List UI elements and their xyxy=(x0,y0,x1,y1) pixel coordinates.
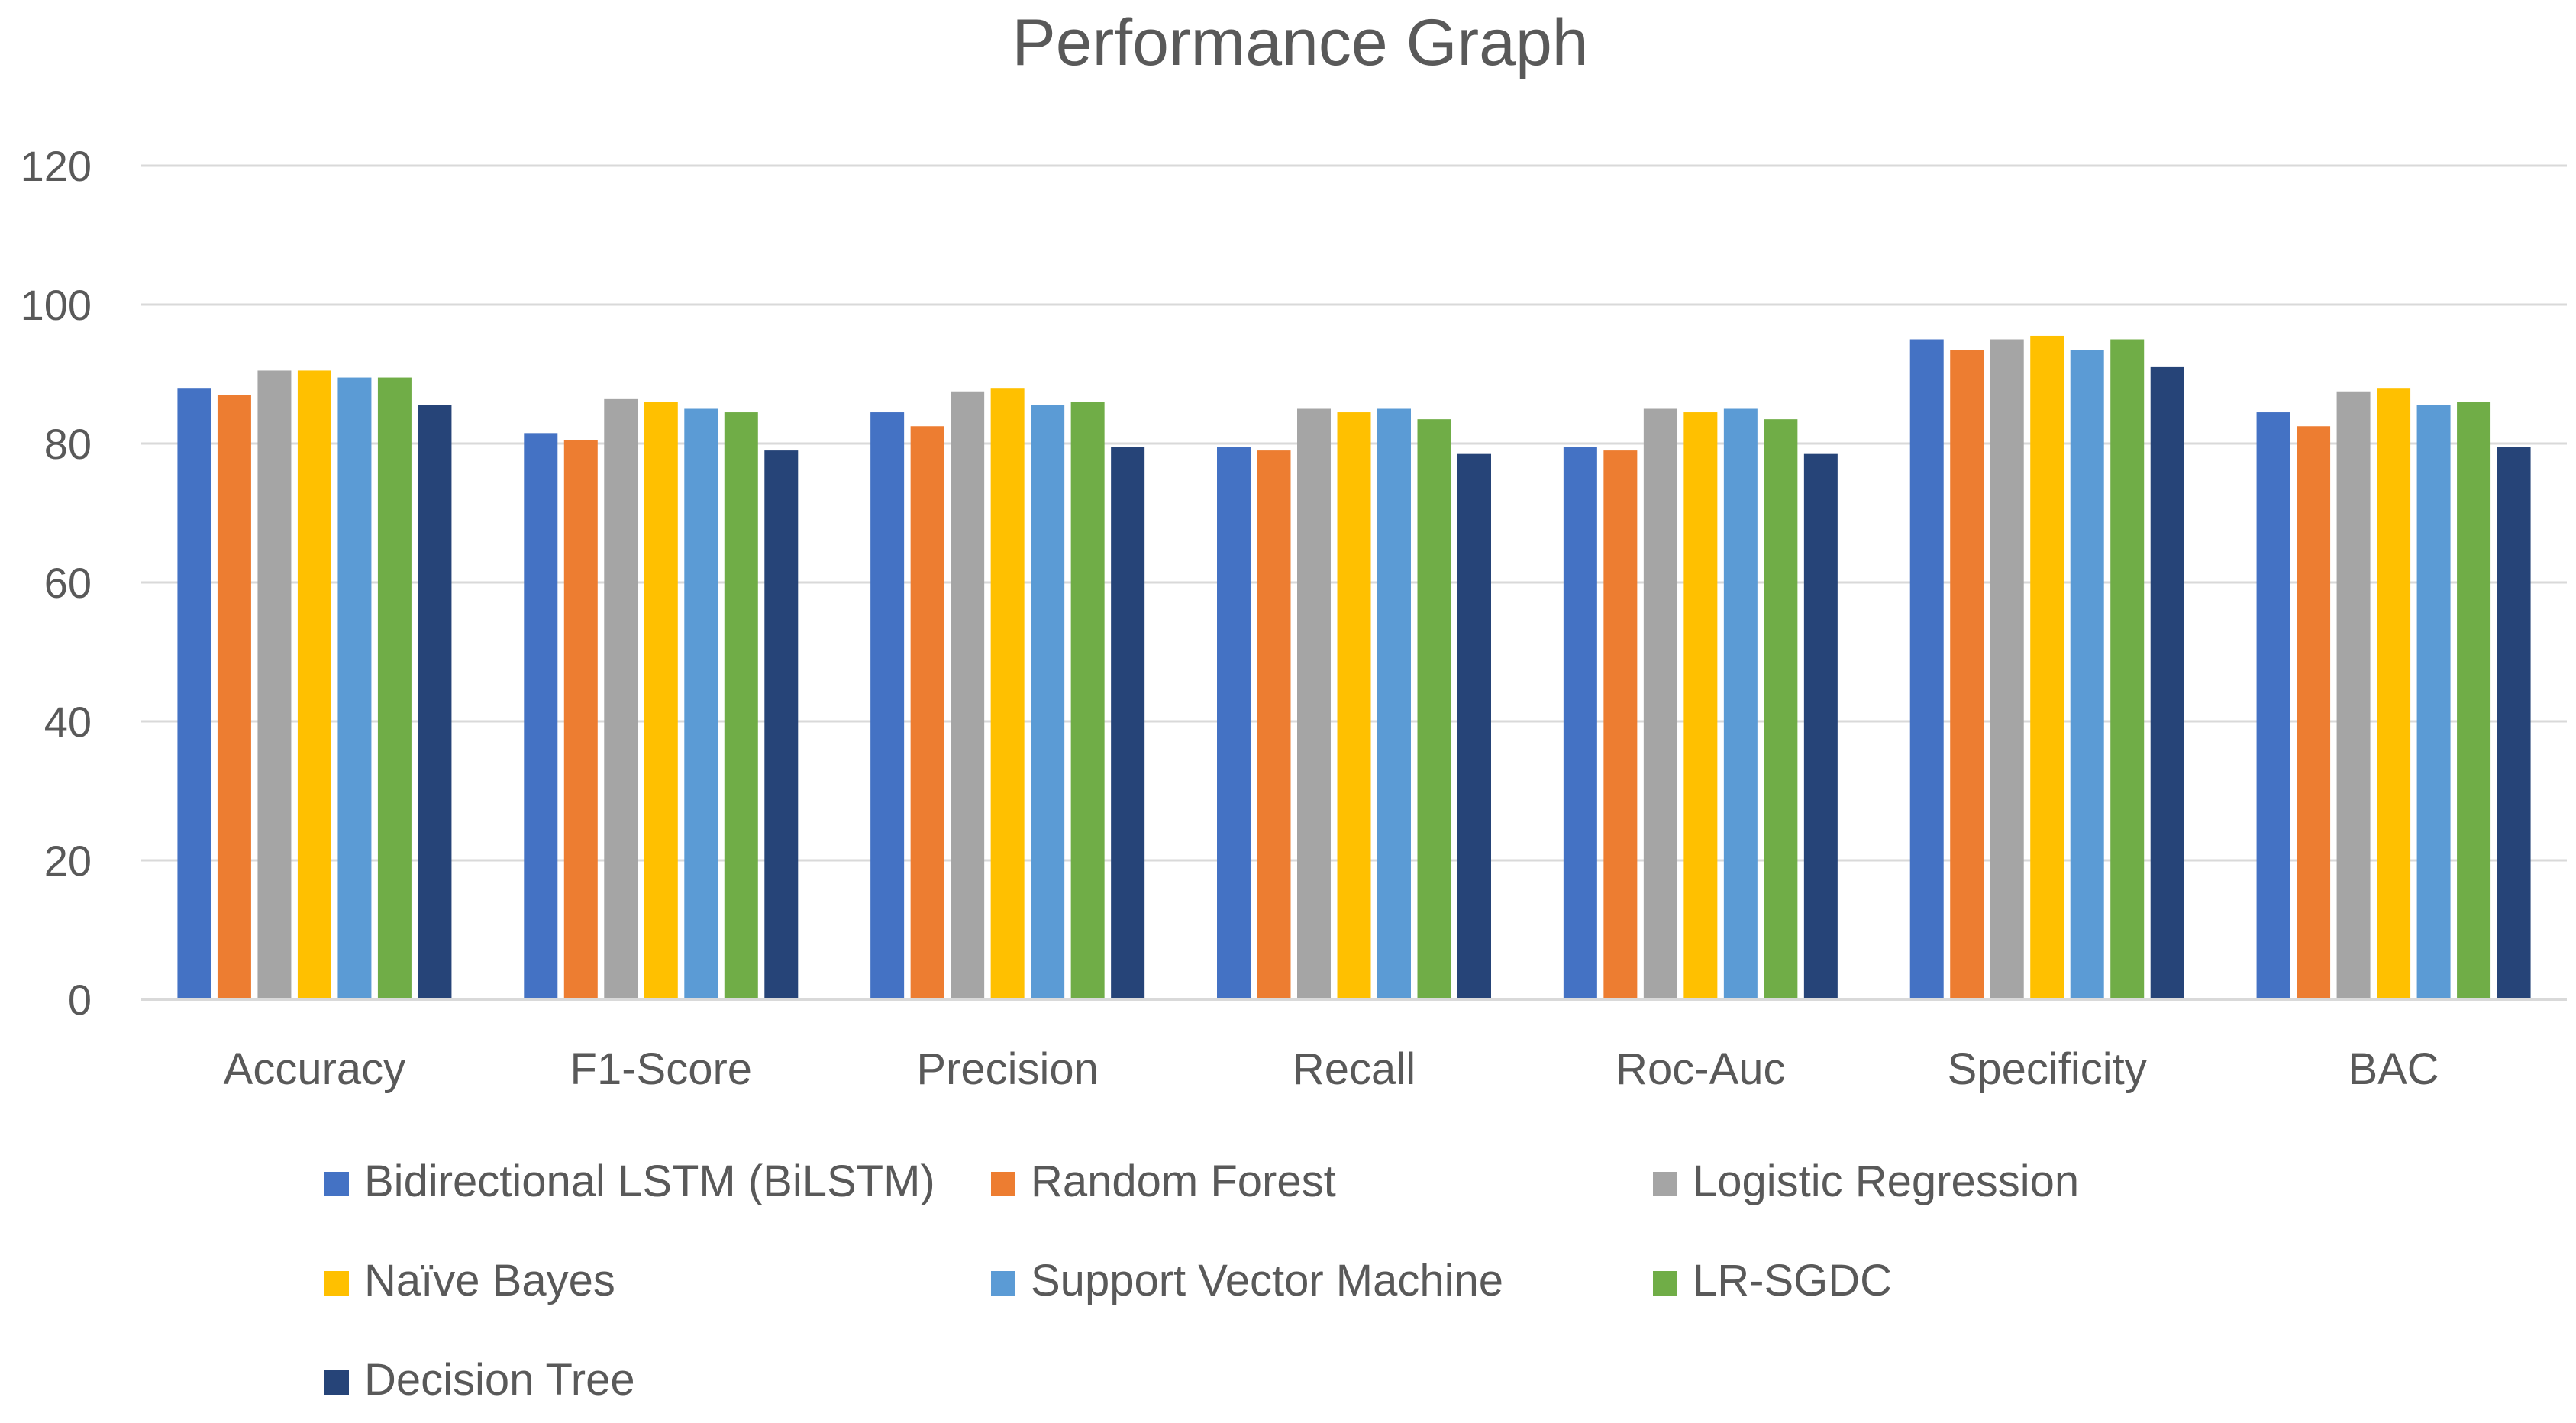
bar xyxy=(2150,366,2184,999)
x-axis-categories: Accuracy F1-Score Precision Recall Roc-Auc Sp… xyxy=(224,1044,2439,1094)
bar xyxy=(1417,419,1451,999)
y-tick-label: 40 xyxy=(44,698,92,746)
bar xyxy=(177,388,211,999)
legend-swatch xyxy=(324,1172,349,1196)
bar xyxy=(1803,453,1838,999)
y-tick-label: 60 xyxy=(44,559,92,607)
bar xyxy=(1683,412,1718,999)
bar xyxy=(2030,335,2064,999)
bar xyxy=(644,402,678,999)
bar xyxy=(1337,412,1371,999)
bar xyxy=(1643,408,1677,999)
bar xyxy=(2336,391,2371,999)
bar xyxy=(297,370,331,999)
bar xyxy=(870,412,905,999)
bar xyxy=(990,388,1025,999)
legend-label: Random Forest xyxy=(1031,1157,1336,1206)
x-category-label: Roc-Auc xyxy=(1616,1044,1785,1094)
legend-label: LR-SGDC xyxy=(1693,1256,1892,1305)
bar xyxy=(563,440,598,999)
legend-swatch xyxy=(991,1172,1015,1196)
bar xyxy=(257,370,292,999)
legend-label: Logistic Regression xyxy=(1693,1157,2079,1206)
bar xyxy=(1603,450,1638,999)
x-category-label: F1-Score xyxy=(570,1044,753,1094)
y-tick-label: 0 xyxy=(68,976,92,1024)
legend-swatch xyxy=(324,1370,349,1395)
bar xyxy=(1377,408,1411,999)
bar xyxy=(1457,453,1491,999)
bar xyxy=(1723,408,1758,999)
bar xyxy=(2416,405,2451,999)
x-category-label: Recall xyxy=(1293,1044,1416,1094)
bars xyxy=(177,335,2531,999)
bar xyxy=(337,377,372,999)
bar xyxy=(2377,388,2411,999)
legend-swatch xyxy=(1653,1172,1677,1196)
bar xyxy=(951,391,985,999)
bar xyxy=(1909,339,1944,999)
bar xyxy=(1257,450,1291,999)
y-tick-label: 20 xyxy=(44,837,92,885)
legend-label: Bidirectional LSTM (BiLSTM) xyxy=(364,1157,935,1206)
legend-label: Decision Tree xyxy=(364,1355,635,1405)
bar xyxy=(217,395,251,999)
bar xyxy=(724,412,758,999)
bar xyxy=(1990,339,2024,999)
legend-swatch xyxy=(991,1271,1015,1296)
bar xyxy=(1950,350,1984,999)
bar xyxy=(1297,408,1331,999)
bar xyxy=(1070,402,1105,999)
legend-label: Naïve Bayes xyxy=(364,1256,615,1305)
bar xyxy=(418,405,452,999)
x-category-label: Precision xyxy=(916,1044,1099,1094)
bar xyxy=(1563,447,1597,999)
x-category-label: Accuracy xyxy=(224,1044,406,1094)
bar xyxy=(1217,447,1251,999)
bar xyxy=(1764,419,1798,999)
bar xyxy=(604,398,638,999)
bar xyxy=(377,377,412,999)
bar xyxy=(2070,350,2104,999)
bar xyxy=(2297,426,2331,999)
bar xyxy=(1111,447,1145,999)
y-axis-ticks: 0 20 40 60 80 100 120 xyxy=(21,142,92,1024)
legend: Bidirectional LSTM (BiLSTM) Random Forest… xyxy=(324,1157,2079,1405)
legend-swatch xyxy=(324,1271,349,1296)
legend-swatch xyxy=(1653,1271,1677,1296)
bar xyxy=(2110,339,2145,999)
y-tick-label: 80 xyxy=(44,420,92,468)
bar xyxy=(1031,405,1065,999)
bar xyxy=(684,408,718,999)
x-category-label: BAC xyxy=(2348,1044,2439,1094)
bar xyxy=(2256,412,2290,999)
legend-label: Support Vector Machine xyxy=(1031,1256,1503,1305)
y-tick-label: 120 xyxy=(21,142,92,190)
x-category-label: Specificity xyxy=(1948,1044,2147,1094)
bar xyxy=(2497,447,2531,999)
y-tick-label: 100 xyxy=(21,281,92,329)
bar xyxy=(2457,402,2491,999)
bar xyxy=(524,433,558,999)
bar xyxy=(910,426,944,999)
bar xyxy=(764,450,799,999)
chart-title: Performance Graph xyxy=(1012,6,1588,79)
